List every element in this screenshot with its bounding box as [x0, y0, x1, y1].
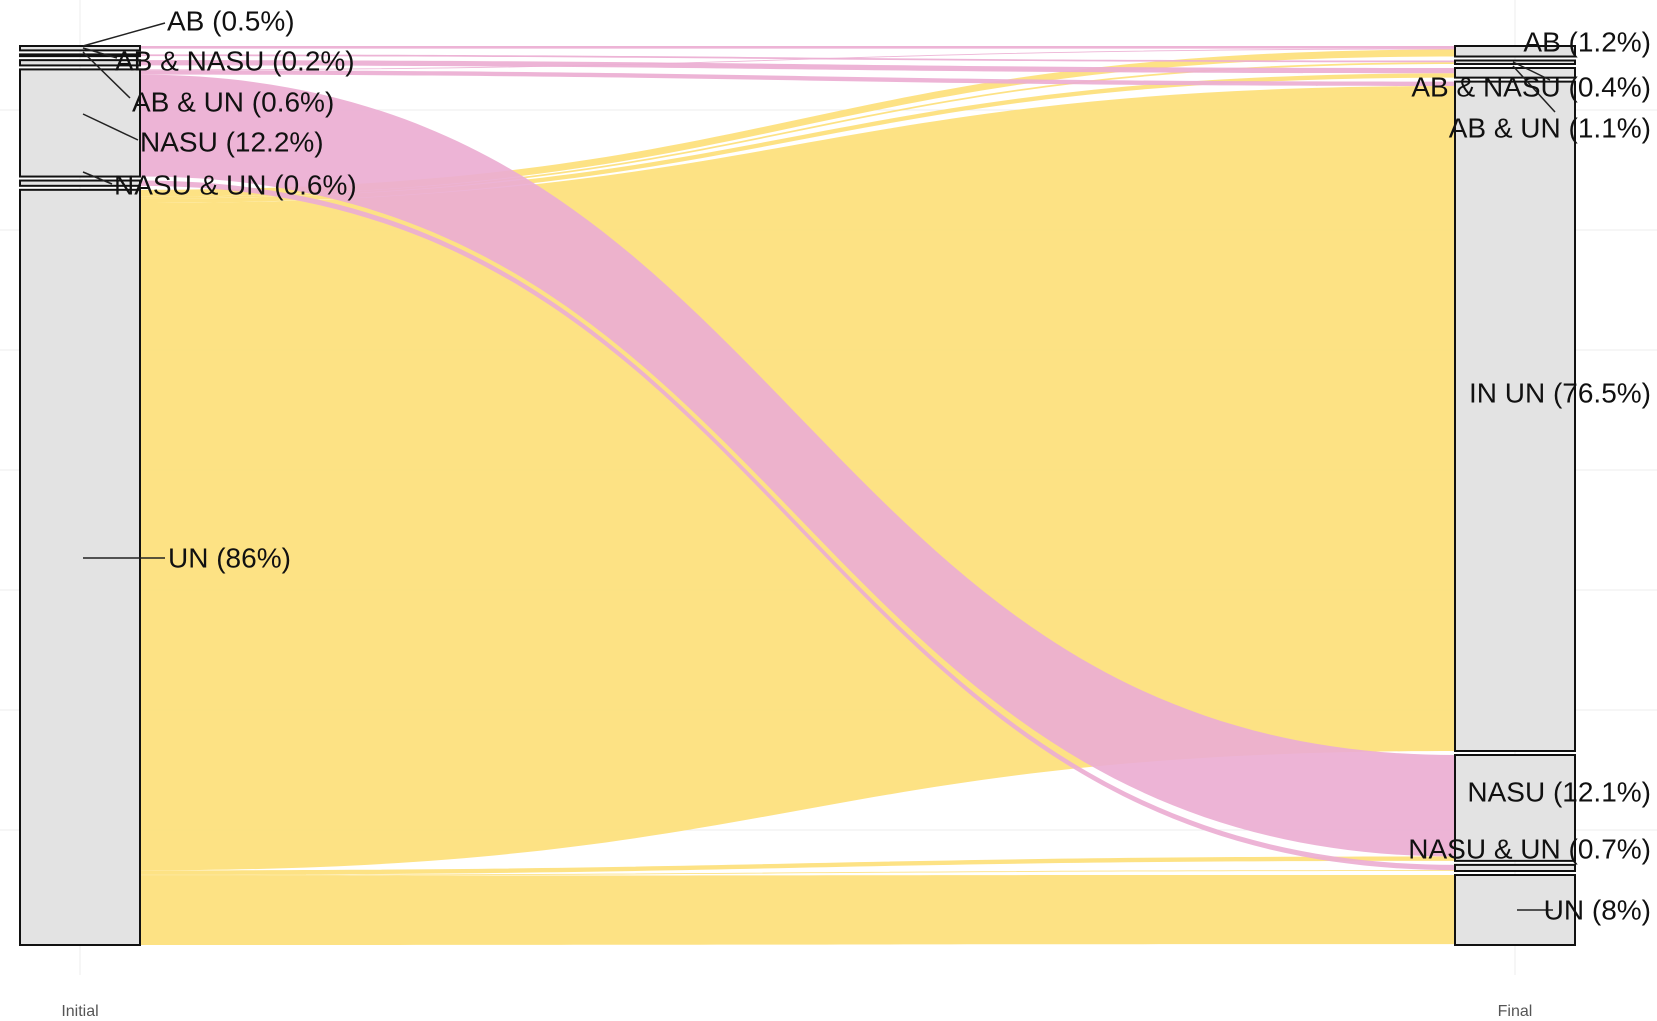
flow-band [140, 73, 1455, 203]
flow-band [140, 48, 1455, 71]
leader-line [82, 47, 118, 59]
flow-band [140, 870, 1455, 876]
axis-label-final: Final [1498, 1003, 1533, 1020]
node-initial [19, 188, 141, 946]
leader-line [1512, 65, 1556, 113]
node-final [1454, 754, 1576, 862]
label-final: AB & NASU (0.4%) [1411, 71, 1651, 102]
flow-band [140, 875, 1455, 945]
node-initial [19, 45, 141, 52]
leader-line [82, 171, 113, 185]
label-final: AB (1.2%) [1523, 26, 1651, 57]
node-final [1454, 80, 1576, 752]
node-initial [19, 68, 141, 178]
flow-band [140, 856, 1455, 875]
flow-band [140, 180, 1455, 871]
label-leaders [82, 22, 1556, 911]
node-final [1454, 45, 1576, 58]
label-final: UN (8%) [1544, 894, 1651, 925]
node-initial [19, 53, 141, 58]
leader-line [1512, 61, 1551, 81]
flow-band [140, 49, 1455, 197]
label-final: AB & UN (1.1%) [1449, 112, 1651, 143]
label-initial: NASU & UN (0.6%) [114, 169, 357, 200]
node-initial [19, 59, 141, 67]
label-initial: AB (0.5%) [167, 5, 295, 36]
label-final: NASU & UN (0.7%) [1408, 833, 1651, 864]
leader-line [82, 51, 131, 99]
flow-band [140, 54, 1455, 63]
flow-band [140, 46, 1455, 49]
leader-line [82, 113, 139, 141]
flow-band [140, 70, 1455, 86]
label-initial: AB & NASU (0.2%) [115, 45, 355, 76]
flow-band [140, 62, 1455, 199]
flow-band [140, 74, 1455, 857]
leader-line [82, 22, 166, 47]
labels: AB (0.5%) AB & NASU (0.2%) AB & UN (0.6%) N… [114, 5, 1651, 925]
axis-label-initial: Initial [61, 1003, 98, 1020]
label-initial: NASU (12.2%) [140, 126, 324, 157]
label-initial: AB & UN (0.6%) [132, 86, 334, 117]
label-final: IN UN (76.5%) [1469, 377, 1651, 408]
flow-band [140, 60, 1455, 74]
node-final [1454, 863, 1576, 872]
flows [140, 46, 1455, 945]
label-final: NASU (12.1%) [1467, 776, 1651, 807]
node-initial [19, 179, 141, 187]
nodes [19, 45, 1576, 946]
label-initial: UN (86%) [168, 542, 291, 573]
node-final [1454, 874, 1576, 946]
